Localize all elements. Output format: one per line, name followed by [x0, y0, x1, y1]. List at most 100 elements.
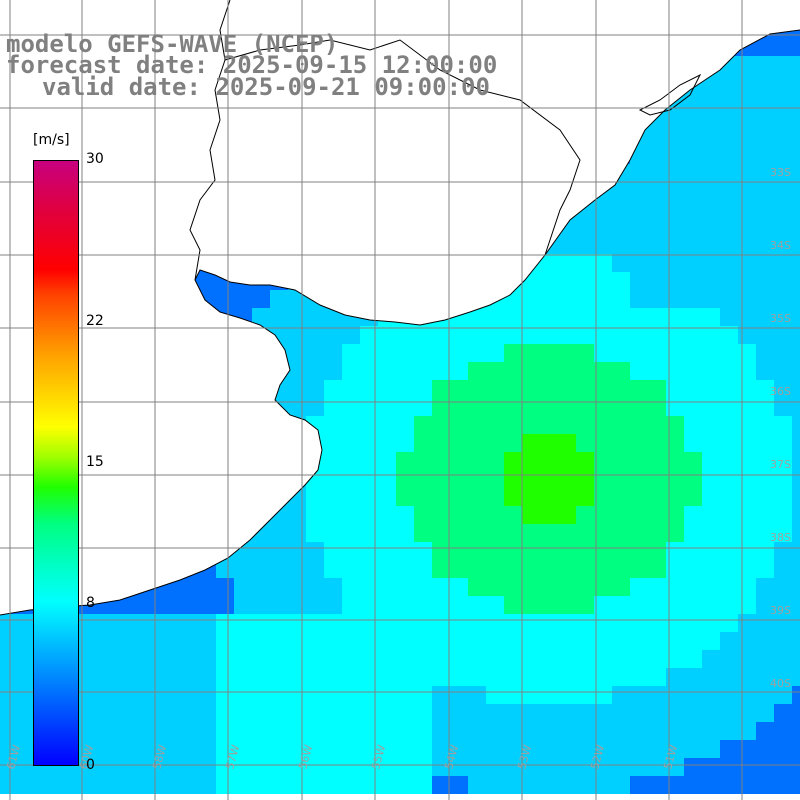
speed-cell	[324, 416, 342, 434]
speed-cell	[486, 596, 504, 614]
speed-cell	[756, 578, 774, 596]
speed-cell	[612, 434, 630, 452]
speed-cell	[702, 146, 720, 164]
speed-cell	[738, 56, 756, 74]
speed-cell	[396, 434, 414, 452]
speed-cell	[486, 380, 504, 398]
speed-cell	[594, 380, 612, 398]
speed-cell	[342, 578, 360, 596]
speed-cell	[774, 452, 792, 470]
speed-cell	[252, 776, 270, 794]
speed-cell	[738, 686, 756, 704]
speed-cell	[792, 578, 800, 596]
speed-cell	[684, 200, 702, 218]
speed-cell	[342, 614, 360, 632]
speed-cell	[612, 704, 630, 722]
speed-cell	[612, 218, 630, 236]
speed-cell	[756, 344, 774, 362]
speed-cell	[432, 344, 450, 362]
speed-cell	[432, 434, 450, 452]
speed-cell	[90, 668, 108, 686]
speed-cell	[306, 578, 324, 596]
speed-cell	[0, 668, 18, 686]
speed-cell	[684, 632, 702, 650]
speed-cell	[396, 758, 414, 776]
speed-cell	[756, 524, 774, 542]
speed-cell	[342, 776, 360, 794]
speed-cell	[288, 362, 306, 380]
speed-cell	[396, 776, 414, 794]
speed-cell	[522, 362, 540, 380]
speed-cell	[702, 218, 720, 236]
speed-cell	[522, 650, 540, 668]
speed-cell	[702, 272, 720, 290]
colorbar	[33, 160, 79, 766]
speed-cell	[432, 722, 450, 740]
speed-cell	[522, 524, 540, 542]
speed-cell	[108, 632, 126, 650]
speed-cell	[756, 128, 774, 146]
speed-cell	[540, 758, 558, 776]
speed-cell	[288, 614, 306, 632]
speed-cell	[432, 614, 450, 632]
speed-cell	[324, 470, 342, 488]
speed-cell	[684, 614, 702, 632]
speed-cell	[720, 470, 738, 488]
speed-cell	[576, 326, 594, 344]
speed-cell	[522, 488, 540, 506]
speed-cell	[594, 488, 612, 506]
speed-cell	[630, 416, 648, 434]
speed-cell	[720, 74, 738, 92]
speed-cell	[90, 776, 108, 794]
speed-cell	[594, 362, 612, 380]
lon-label: 61W	[4, 743, 23, 771]
speed-cell	[324, 560, 342, 578]
speed-cell	[720, 722, 738, 740]
lat-label: 35S	[770, 312, 791, 325]
speed-cell	[342, 524, 360, 542]
speed-cell	[522, 614, 540, 632]
speed-cell	[738, 272, 756, 290]
speed-cell	[450, 578, 468, 596]
speed-cell	[558, 344, 576, 362]
speed-cell	[774, 776, 792, 794]
speed-cell	[684, 542, 702, 560]
speed-cell	[540, 326, 558, 344]
speed-cell	[630, 182, 648, 200]
speed-cell	[612, 596, 630, 614]
speed-cell	[342, 704, 360, 722]
speed-cell	[702, 164, 720, 182]
speed-cell	[288, 596, 306, 614]
lon-label: 57W	[223, 743, 242, 771]
speed-cell	[648, 632, 666, 650]
speed-cell	[198, 632, 216, 650]
speed-cell	[162, 632, 180, 650]
speed-cell	[648, 722, 666, 740]
speed-cell	[252, 308, 270, 326]
speed-cell	[666, 722, 684, 740]
speed-cell	[684, 362, 702, 380]
speed-cell	[684, 254, 702, 272]
speed-cell	[756, 668, 774, 686]
speed-cell	[432, 398, 450, 416]
speed-cell	[450, 434, 468, 452]
speed-cell	[540, 650, 558, 668]
speed-cell	[522, 452, 540, 470]
speed-cell	[756, 560, 774, 578]
speed-cell	[702, 740, 720, 758]
speed-cell	[108, 776, 126, 794]
speed-cell	[414, 686, 432, 704]
speed-cell	[450, 380, 468, 398]
land-area	[0, 0, 800, 615]
speed-cell	[738, 326, 756, 344]
speed-cell	[594, 308, 612, 326]
speed-cell	[792, 722, 800, 740]
speed-cell	[198, 614, 216, 632]
speed-cell	[252, 686, 270, 704]
speed-cell	[738, 470, 756, 488]
speed-cell	[738, 146, 756, 164]
speed-cell	[558, 506, 576, 524]
speed-cell	[612, 506, 630, 524]
speed-cell	[648, 704, 666, 722]
speed-cell	[594, 776, 612, 794]
